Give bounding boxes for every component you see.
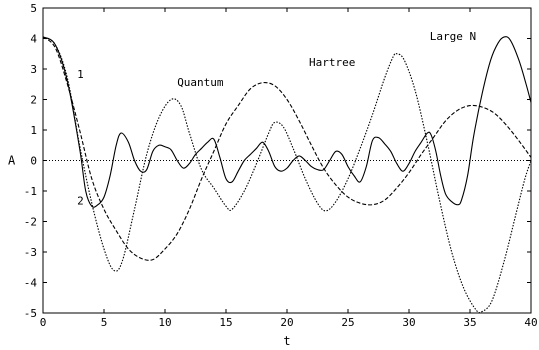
series-layer: [42, 36, 532, 314]
annotation-quantum: Quantum: [177, 76, 224, 89]
x-tick-label: 20: [280, 316, 293, 329]
y-tick-label: -2: [24, 216, 37, 229]
y-tick-label: 1: [30, 124, 37, 137]
y-axis-label: A: [8, 154, 16, 168]
axis-ticks: 0 5 10 15 20 25 30 35 40 -5 -4 -3 -2 -1 0 1 2 3 4 5: [24, 2, 538, 329]
y-tick-label: -3: [24, 246, 37, 259]
x-tick-label: 40: [524, 316, 537, 329]
x-tick-label: 35: [463, 316, 476, 329]
series-line-hartree: [42, 36, 532, 314]
series-line-large-n: [42, 36, 532, 208]
x-tick-label: 10: [158, 316, 171, 329]
y-tick-label: 0: [30, 155, 37, 168]
y-tick-label: -4: [24, 277, 38, 290]
annotations: 1 2 Quantum Hartree Large N: [77, 30, 476, 208]
x-tick-label: 25: [341, 316, 354, 329]
y-tick-label: 2: [30, 94, 37, 107]
y-tick-label: 5: [30, 2, 37, 15]
annotation-1: 1: [77, 68, 84, 81]
x-tick-label: 15: [219, 316, 232, 329]
x-tick-label: 30: [402, 316, 415, 329]
x-axis-label: t: [283, 334, 290, 348]
x-tick-label: 5: [101, 316, 108, 329]
annotation-2: 2: [77, 195, 84, 208]
annotation-hartree: Hartree: [309, 56, 355, 69]
annotation-large-n: Large N: [430, 30, 476, 43]
x-tick-label: 0: [40, 316, 47, 329]
y-tick-label: 3: [30, 63, 37, 76]
y-tick-label: 4: [30, 33, 37, 46]
series-line-quantum: [42, 36, 532, 261]
y-tick-label: -1: [24, 185, 37, 198]
y-tick-label: -5: [24, 307, 37, 320]
